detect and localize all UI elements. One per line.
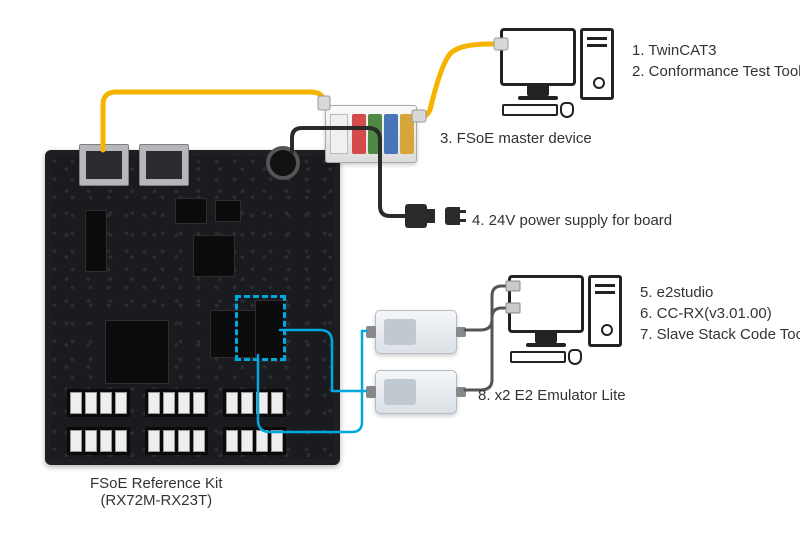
label-e2studio: 5. e2studio (640, 282, 800, 303)
label-e2-emulator: 8. x2 E2 Emulator Lite (478, 385, 626, 406)
label-group-pc-dev: 5. e2studio 6. CC-RX(v3.01.00) 7. Slave … (640, 282, 800, 345)
board-caption-line1: FSoE Reference Kit (90, 475, 223, 492)
fsoe-master-device-icon (325, 105, 417, 163)
e2-emulator-1-icon (375, 310, 457, 354)
ethernet-port-2 (139, 144, 189, 186)
header-connector (223, 427, 286, 455)
label-fsoe-master: 3. FSoE master device (440, 128, 592, 149)
header-connector (145, 389, 208, 417)
board-caption-line2: (RX72M-RX23T) (90, 492, 223, 509)
header-connector (67, 389, 130, 417)
ic-chip (85, 210, 107, 272)
mcu-chip (105, 320, 169, 384)
debug-header-highlight (235, 295, 286, 361)
ic-chip (175, 198, 207, 224)
label-twincat3: 1. TwinCAT3 (632, 40, 800, 61)
pc-master-icon (500, 28, 576, 116)
ic-chip (193, 235, 235, 277)
label-slave-stack-tool: 7. Slave Stack Code Tool (640, 324, 800, 345)
label-ccrx: 6. CC-RX(v3.01.00) (640, 303, 800, 324)
ethernet-port-1 (79, 144, 129, 186)
label-conformance-test-tool: 2. Conformance Test Tool (632, 61, 800, 82)
ic-chip (215, 200, 241, 222)
board-caption: FSoE Reference Kit (RX72M-RX23T) (90, 475, 223, 509)
e2-emulator-2-icon (375, 370, 457, 414)
label-power-supply: 4. 24V power supply for board (472, 210, 672, 231)
pc-dev-icon (508, 275, 584, 363)
header-connector (223, 389, 286, 417)
power-jack (266, 146, 300, 180)
label-group-pc-top: 1. TwinCAT3 2. Conformance Test Tool (632, 40, 800, 82)
power-supply-icon (405, 204, 465, 228)
header-connector (67, 427, 130, 455)
reference-kit-board (45, 150, 340, 465)
header-connector (145, 427, 208, 455)
